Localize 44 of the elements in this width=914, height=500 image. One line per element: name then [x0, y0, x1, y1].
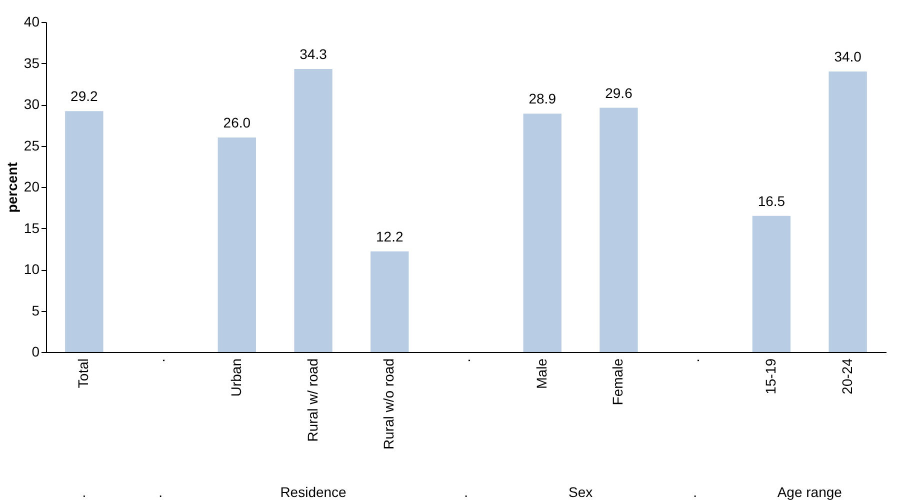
bar [828, 72, 867, 352]
data-label: 16.5 [758, 192, 786, 209]
x-tick-label: . [457, 358, 473, 362]
x-tick-label: 15-19 [762, 358, 778, 394]
text: . [82, 484, 86, 500]
bar [600, 108, 638, 352]
data-label: 34.3 [300, 46, 328, 62]
x-tick-label: Rural w/ road [304, 358, 320, 442]
y-tick-label: 25 [24, 137, 40, 154]
y-tick-label: 40 [24, 14, 40, 30]
y-tick-label: 30 [24, 96, 40, 112]
bar [65, 111, 104, 352]
y-tick-label: 20 [24, 178, 40, 194]
bar [523, 114, 562, 352]
bar [752, 216, 791, 352]
data-label: 34.0 [834, 48, 862, 64]
x-tick-label: . [152, 358, 168, 362]
text: Sex [568, 484, 593, 500]
bar [294, 69, 332, 352]
x-tick-label: Female [610, 358, 626, 406]
x-tick-label: . [686, 358, 702, 362]
y-tick-label: 0 [32, 344, 40, 360]
text: . [158, 484, 162, 500]
text: Residence [280, 484, 347, 500]
bar [370, 251, 409, 352]
text: . [464, 484, 468, 500]
y-tick-label: 15 [24, 220, 40, 236]
y-tick-label: 10 [24, 261, 40, 277]
data-label: 29.6 [605, 84, 633, 101]
text: Age range [777, 484, 842, 500]
data-label: 26.0 [223, 114, 251, 130]
data-label: 12.2 [376, 228, 404, 244]
bar [218, 138, 256, 352]
x-tick-label: Total [75, 358, 92, 388]
text: . [693, 484, 698, 500]
data-label: 28.9 [528, 90, 556, 107]
x-tick-label: 20-24 [838, 358, 855, 394]
x-tick-label: Male [533, 358, 550, 389]
y-tick-label: 5 [32, 302, 40, 318]
y-axis-title: percent [4, 162, 20, 213]
x-tick-label: Urban [228, 358, 244, 397]
x-tick-label: Rural w/o road [380, 358, 397, 450]
y-tick-label: 35 [24, 54, 40, 71]
data-label: 29.2 [70, 88, 98, 104]
